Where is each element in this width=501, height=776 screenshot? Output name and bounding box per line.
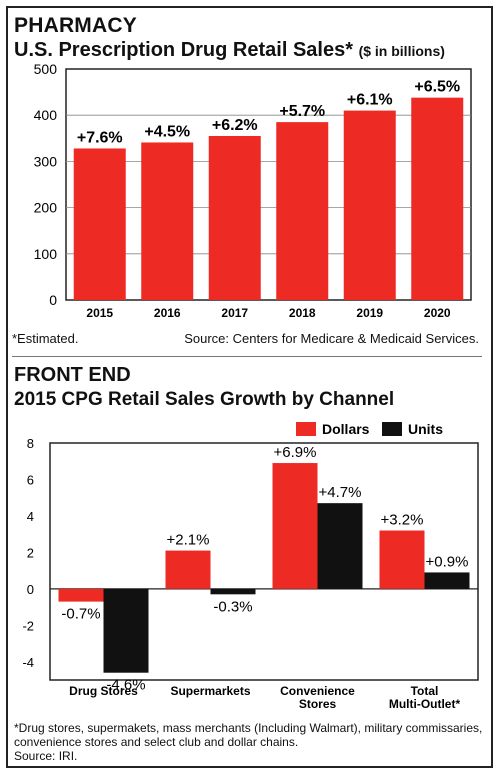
- frontend-heading: FRONT END: [14, 364, 131, 386]
- y-tick-label: 6: [27, 472, 34, 487]
- bar-units: [424, 572, 470, 589]
- data-label: -4.6%: [106, 677, 145, 694]
- x-tick-label: Supermarkets: [170, 684, 250, 698]
- y-tick-label: 300: [34, 153, 58, 169]
- bar-units: [317, 503, 363, 589]
- data-label: +6.5%: [414, 79, 460, 96]
- bar-2017: [208, 135, 261, 300]
- y-tick-label: 100: [34, 246, 58, 262]
- y-tick-label: -4: [22, 655, 34, 670]
- data-label: -0.7%: [61, 606, 100, 623]
- data-label: +3.2%: [381, 512, 424, 529]
- frontend-footnote-text: *Drug stores, supermakets, mass merchant…: [14, 721, 483, 749]
- bar-dollars: [165, 550, 211, 589]
- y-tick-label: 200: [34, 200, 58, 216]
- bar-units: [103, 588, 149, 673]
- y-tick-label: 0: [27, 582, 34, 597]
- plot-frame: [65, 68, 472, 301]
- bar-2015: [73, 148, 126, 300]
- pharmacy-heading: PHARMACY: [14, 14, 137, 37]
- x-tick-label: 2015: [86, 306, 113, 320]
- x-tick-label: Stores: [299, 697, 337, 711]
- infographic-frame: [6, 6, 493, 768]
- pharmacy-title-text: U.S. Prescription Drug Retail Sales*: [14, 39, 353, 61]
- bar-dollars: [272, 463, 318, 589]
- x-tick-label: Multi-Outlet*: [389, 697, 461, 711]
- y-tick-label: 0: [49, 292, 57, 308]
- x-tick-label: Drug Stores: [69, 684, 138, 698]
- data-label: +2.1%: [167, 532, 210, 549]
- section-divider: [12, 356, 482, 357]
- bar-units: [210, 588, 256, 595]
- y-tick-label: 500: [34, 61, 58, 77]
- pharmacy-note: *Estimated.: [12, 331, 79, 346]
- data-label: +0.9%: [426, 553, 469, 570]
- data-label: -0.3%: [213, 598, 252, 615]
- cpg-growth-chart: 8 6 4 2 0 -2 -4 -0.7% +2.1% +6.9% +3.2% -4.6% -0.3% +…: [22, 421, 479, 711]
- legend-label-units: Units: [408, 421, 443, 437]
- legend-swatch-dollars: [296, 422, 316, 436]
- bar-2016: [141, 142, 194, 300]
- data-label: +5.7%: [279, 103, 325, 120]
- data-label: +4.5%: [144, 123, 190, 140]
- x-tick-label: 2017: [221, 306, 248, 320]
- data-label: +6.2%: [212, 117, 258, 134]
- pharmacy-title: U.S. Prescription Drug Retail Sales* ($ …: [14, 39, 445, 62]
- bar-dollars: [58, 588, 104, 602]
- bar-2018: [276, 122, 329, 300]
- y-tick-label: 8: [27, 436, 34, 451]
- x-tick-label: 2020: [424, 306, 451, 320]
- x-tick-label: Total: [411, 684, 439, 698]
- data-label: +7.6%: [77, 129, 123, 146]
- y-tick-label: 4: [27, 509, 34, 524]
- x-tick-label: 2018: [289, 306, 316, 320]
- pharmacy-source: Source: Centers for Medicare & Medicaid …: [184, 331, 479, 346]
- legend-label-dollars: Dollars: [322, 421, 370, 437]
- pharmacy-sales-chart: 0 100 200 300 400 500 +7.6% 2015 +4.5% 2016 +6.2% 2…: [34, 61, 472, 320]
- frontend-source: Source: IRI.: [14, 749, 78, 763]
- y-tick-label: 2: [27, 545, 34, 560]
- data-label: +6.1%: [347, 92, 393, 109]
- bar-2020: [411, 97, 464, 300]
- x-tick-label: 2016: [154, 306, 181, 320]
- pharmacy-unit: ($ in billions): [358, 43, 445, 59]
- y-tick-label: 400: [34, 107, 58, 123]
- legend-swatch-units: [382, 422, 402, 436]
- frontend-title: 2015 CPG Retail Sales Growth by Channel: [14, 389, 395, 410]
- plot-frame: [49, 442, 479, 681]
- data-label: +4.7%: [319, 484, 362, 501]
- x-tick-label: 2019: [356, 306, 383, 320]
- data-label: +6.9%: [274, 444, 317, 461]
- bar-2019: [343, 110, 396, 300]
- y-tick-label: -2: [22, 618, 34, 633]
- frontend-footnote: *Drug stores, supermakets, mass merchant…: [14, 721, 484, 763]
- x-tick-label: Convenience: [280, 684, 355, 698]
- bar-dollars: [379, 530, 425, 589]
